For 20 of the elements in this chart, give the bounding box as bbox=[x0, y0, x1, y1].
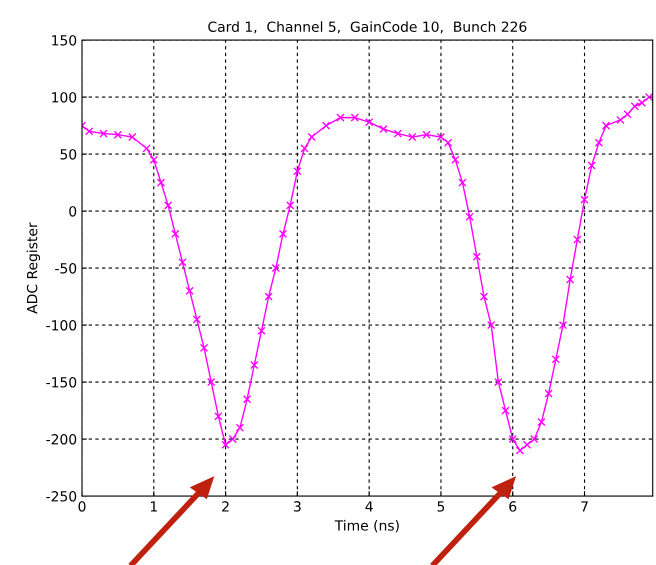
x-tick-label: 7 bbox=[581, 501, 588, 512]
y-tick-label: 150 bbox=[52, 35, 76, 46]
y-tick-label: -200 bbox=[46, 434, 76, 445]
y-tick-label: -50 bbox=[55, 263, 76, 274]
y-axis-title: ADC Register bbox=[26, 222, 40, 314]
x-tick-label: 2 bbox=[222, 501, 229, 512]
y-tick-label: -150 bbox=[46, 377, 76, 388]
x-tick-label: 4 bbox=[365, 501, 373, 512]
x-tick-label: 6 bbox=[509, 501, 516, 512]
y-tick-label: -250 bbox=[46, 491, 76, 502]
y-tick-label: -100 bbox=[46, 320, 76, 331]
x-tick-label: 5 bbox=[438, 501, 444, 512]
y-tick-label: 50 bbox=[60, 149, 76, 160]
x-tick-label: 1 bbox=[150, 501, 157, 512]
x-axis-title: Time (ns) bbox=[334, 520, 399, 532]
x-tick-label: 0 bbox=[78, 501, 86, 512]
y-tick-label: 100 bbox=[52, 92, 76, 103]
y-tick-label: 0 bbox=[69, 206, 76, 217]
x-tick-label: 3 bbox=[294, 501, 301, 512]
chart-title: Card 1, Channel 5, GainCode 10, Bunch 226 bbox=[208, 21, 526, 34]
